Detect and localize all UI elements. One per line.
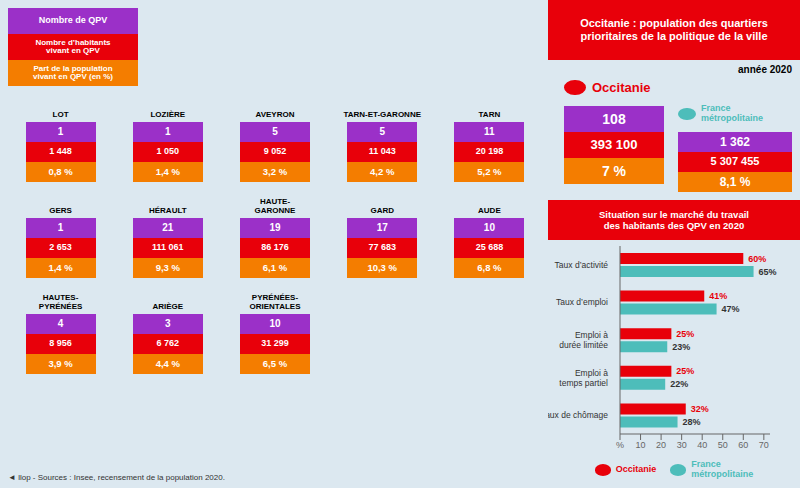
html-text:3,9 %: 3,9 %	[48, 358, 73, 369]
html-text:1 448: 1 448	[49, 146, 72, 157]
html-text:1,4 %: 1,4 %	[155, 166, 180, 177]
html-text:1: 1	[165, 125, 171, 137]
html-text:France métropolitaine: France métropolitaine	[691, 459, 754, 479]
html-text:86 176: 86 176	[261, 242, 289, 253]
html-text:4: 4	[57, 317, 64, 329]
html-text:0,8 %: 0,8 %	[48, 166, 73, 177]
html-text:1: 1	[57, 125, 64, 137]
html-text:25 688: 25 688	[475, 242, 504, 253]
html-text:10: 10	[483, 221, 495, 233]
html-text:3,2 %: 3,2 %	[262, 166, 288, 177]
html-text:17: 17	[376, 221, 388, 233]
html-text:11: 11	[484, 125, 495, 137]
svg-text:23%: 23%	[672, 342, 690, 352]
html-text:HÉRAULT: HÉRAULT	[149, 206, 187, 216]
svg-text:32%: 32%	[691, 404, 709, 414]
html-text:5 307 455: 5 307 455	[710, 155, 760, 168]
html-text:GARD: GARD	[370, 206, 394, 216]
svg-text:50: 50	[718, 440, 728, 450]
html-text:10: 10	[269, 317, 281, 329]
html-text:108: 108	[602, 110, 626, 127]
html-text:Part de la population vivant e: Part de la population vivant en QPV (en …	[33, 63, 113, 81]
html-text:9 052: 9 052	[263, 146, 287, 157]
html-text:393 100: 393 100	[590, 137, 638, 153]
svg-text:60%: 60%	[748, 254, 766, 264]
svg-text:41%: 41%	[709, 291, 727, 301]
html-text:ARIÈGE: ARIÈGE	[152, 302, 184, 312]
html-text:Occitanie : population des qua: Occitanie : population des quartiers pri…	[580, 16, 768, 42]
html-text:77 683: 77 683	[368, 242, 396, 253]
svg-text:40: 40	[697, 440, 707, 450]
html-text:LOT: LOT	[52, 110, 69, 120]
html-text:GERS: GERS	[49, 206, 72, 216]
html-text:TARN-ET-GARONNE: TARN-ET-GARONNE	[343, 110, 421, 120]
html-text:20 198: 20 198	[475, 146, 504, 157]
html-text:21: 21	[162, 221, 174, 233]
html-text:Nombre d’habitants vivant en Q: Nombre d’habitants vivant en QPV	[35, 37, 111, 55]
svg-text:65%: 65%	[759, 267, 777, 277]
svg-text:30: 30	[677, 440, 687, 450]
html-text:4,2 %: 4,2 %	[370, 166, 395, 177]
html-text:année 2020: année 2020	[738, 64, 792, 75]
html-text:9,3 %: 9,3 %	[155, 262, 180, 273]
svg-text:22%: 22%	[670, 379, 688, 389]
html-text:1: 1	[57, 221, 64, 233]
html-text:1,4 %: 1,4 %	[48, 262, 73, 273]
svg-text:25%: 25%	[676, 366, 694, 376]
html-text:Occitanie: Occitanie	[615, 464, 657, 474]
html-text:5: 5	[272, 125, 278, 137]
svg-text:Emploi àdurée limitée: Emploi àdurée limitée	[559, 330, 608, 350]
html-text:Situation sur le marché du tra: Situation sur le marché du travail des h…	[599, 208, 749, 231]
svg-text:%: %	[616, 440, 624, 450]
svg-text:20: 20	[656, 440, 666, 450]
html-text:11 043: 11 043	[368, 146, 396, 157]
html-text:6 762: 6 762	[156, 338, 179, 349]
html-text:PYRÉNÉES- ORIENTALES: PYRÉNÉES- ORIENTALES	[249, 293, 301, 312]
html-text:6,8 %: 6,8 %	[477, 262, 502, 273]
svg-text:60: 60	[738, 440, 748, 450]
html-text:4,4 %: 4,4 %	[155, 358, 180, 369]
html-text:31 299: 31 299	[261, 338, 289, 349]
html-text:10,3 %: 10,3 %	[367, 262, 397, 273]
html-text:AUDE: AUDE	[478, 206, 501, 216]
html-text:LOZIÈRE: LOZIÈRE	[150, 110, 186, 120]
html-text:TARN: TARN	[478, 110, 501, 120]
html-text:Nombre de QPV: Nombre de QPV	[38, 15, 108, 26]
html-text:7 %: 7 %	[601, 162, 627, 179]
html-text:2 653: 2 653	[49, 242, 72, 253]
svg-text:Taux d’activité: Taux d’activité	[555, 260, 609, 270]
html-text:1 050: 1 050	[156, 146, 179, 157]
svg-text:Emploi àtemps partiel: Emploi àtemps partiel	[559, 368, 608, 388]
svg-text:25%: 25%	[676, 329, 694, 339]
html-text:HAUTE- GARONNE: HAUTE- GARONNE	[254, 197, 296, 216]
html-text:1 362: 1 362	[720, 134, 750, 149]
html-text:8 956: 8 956	[49, 338, 72, 349]
html-text:111 061: 111 061	[152, 242, 184, 253]
html-text:◄ llop - Sources : Insee, rece: ◄ llop - Sources : Insee, recensement de…	[8, 473, 225, 482]
svg-text:Taux d’emploi: Taux d’emploi	[556, 297, 608, 307]
html-text:8,1 %: 8,1 %	[719, 174, 751, 189]
html-text:6,5 %: 6,5 %	[262, 358, 288, 369]
svg-text:28%: 28%	[683, 417, 701, 427]
html-text:France métropolitaine: France métropolitaine	[701, 103, 763, 123]
html-text:5,2 %: 5,2 %	[477, 166, 502, 177]
svg-text:10: 10	[636, 440, 646, 450]
html-text:19: 19	[269, 221, 281, 233]
html-text:HAUTES- PYRÉNÉES: HAUTES- PYRÉNÉES	[38, 293, 83, 312]
html-text:3: 3	[165, 317, 171, 329]
html-text:5: 5	[379, 125, 385, 137]
svg-text:Taux de chômage: Taux de chômage	[548, 410, 608, 420]
html-text:Occitanie: Occitanie	[592, 80, 651, 96]
html-text:AVEYRON: AVEYRON	[255, 110, 295, 120]
svg-text:70: 70	[759, 440, 769, 450]
html-text:6,1 %: 6,1 %	[262, 262, 288, 273]
svg-text:47%: 47%	[722, 304, 740, 314]
